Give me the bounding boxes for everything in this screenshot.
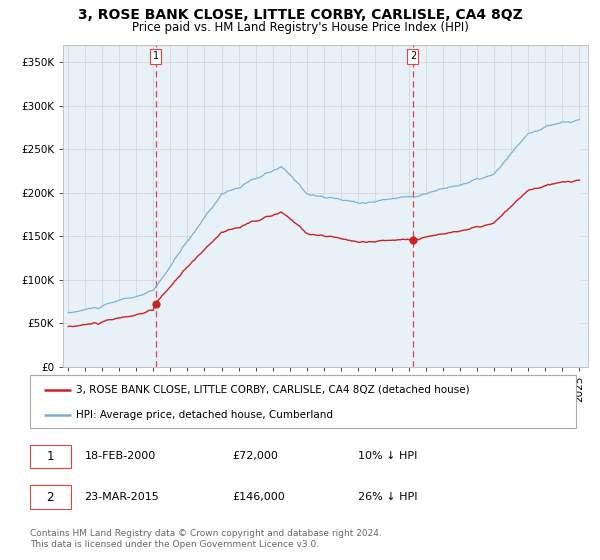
Text: 2: 2: [46, 491, 54, 503]
Point: [151, 300, 160, 309]
FancyBboxPatch shape: [30, 445, 71, 468]
Text: 18-FEB-2000: 18-FEB-2000: [85, 451, 156, 461]
Text: 1: 1: [46, 450, 54, 463]
Text: Contains HM Land Registry data © Crown copyright and database right 2024.
This d: Contains HM Land Registry data © Crown c…: [30, 529, 382, 549]
Text: 2: 2: [410, 51, 416, 61]
Text: 10% ↓ HPI: 10% ↓ HPI: [358, 451, 417, 461]
Text: 23-MAR-2015: 23-MAR-2015: [85, 492, 160, 502]
Text: Price paid vs. HM Land Registry's House Price Index (HPI): Price paid vs. HM Land Registry's House …: [131, 21, 469, 34]
Text: 26% ↓ HPI: 26% ↓ HPI: [358, 492, 417, 502]
Text: £72,000: £72,000: [232, 451, 278, 461]
FancyBboxPatch shape: [30, 485, 71, 509]
Text: £146,000: £146,000: [232, 492, 285, 502]
Text: 3, ROSE BANK CLOSE, LITTLE CORBY, CARLISLE, CA4 8QZ (detached house): 3, ROSE BANK CLOSE, LITTLE CORBY, CARLIS…: [76, 385, 470, 395]
Point: [408, 235, 418, 244]
Text: 1: 1: [152, 51, 158, 61]
FancyBboxPatch shape: [30, 375, 576, 428]
Text: 3, ROSE BANK CLOSE, LITTLE CORBY, CARLISLE, CA4 8QZ: 3, ROSE BANK CLOSE, LITTLE CORBY, CARLIS…: [77, 8, 523, 22]
Text: HPI: Average price, detached house, Cumberland: HPI: Average price, detached house, Cumb…: [76, 410, 334, 420]
